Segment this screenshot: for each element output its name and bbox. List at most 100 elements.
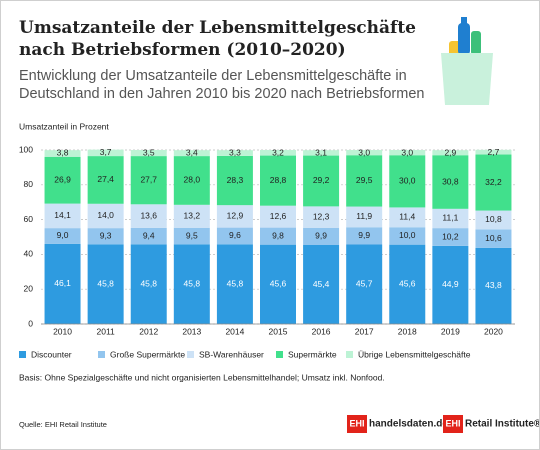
bar-segment: [432, 208, 469, 229]
bar-segment: [44, 243, 81, 324]
x-tick-label: 2010: [53, 326, 72, 336]
bar-segment: [303, 150, 340, 156]
bar-segment: [216, 205, 253, 228]
legend-marker: [98, 351, 105, 358]
value-label: 10,6: [485, 233, 502, 243]
source: Quelle: EHI Retail Institute: [19, 420, 107, 429]
bar-segment: [87, 149, 124, 157]
bar-segment: [346, 206, 383, 228]
y-tick-label: 60: [24, 214, 34, 224]
logo-text: Retail Institute®: [465, 419, 539, 430]
logo-badge-bg: [443, 415, 463, 433]
bar-segment: [475, 247, 512, 324]
bag-icon: [441, 17, 493, 105]
bar-segment: [389, 150, 426, 156]
value-label: 11,9: [356, 211, 372, 221]
value-label: 45,6: [270, 279, 287, 289]
value-label: 44,9: [442, 279, 459, 289]
bar-segment: [389, 244, 426, 324]
legend-marker: [187, 351, 194, 358]
value-label: 30,8: [442, 176, 459, 186]
bar-segment: [432, 150, 469, 156]
bar-segment: [44, 203, 81, 229]
value-label: 30,0: [399, 176, 416, 186]
x-tick-label: 2017: [355, 326, 374, 336]
value-label: 14,0: [97, 210, 114, 220]
value-label: 27,7: [140, 174, 157, 184]
bar-segment: [346, 227, 383, 245]
bar-segment: [173, 244, 210, 324]
bar-segment: [216, 155, 253, 206]
bar-segment: [44, 150, 81, 157]
bar-segment: [475, 154, 512, 211]
value-label: 2,7: [488, 147, 500, 157]
value-label: 45,6: [399, 279, 416, 289]
legend-label: Übrige Lebensmittelgeschäfte: [358, 349, 471, 359]
bar-segment: [173, 227, 210, 245]
value-label: 3,8: [57, 147, 69, 157]
value-label: 3,5: [143, 147, 155, 157]
value-label: 9,5: [186, 230, 198, 240]
value-label: 3,1: [315, 147, 327, 157]
bar-segment: [87, 156, 124, 204]
bar-segment: [173, 156, 210, 205]
value-label: 45,7: [356, 278, 373, 288]
bar-segment: [389, 155, 426, 208]
value-label: 9,4: [143, 230, 155, 240]
bar-segment: [130, 244, 167, 324]
logo-text: handelsdaten.de: [369, 419, 448, 430]
bar-segment: [260, 227, 296, 245]
value-label: 13,2: [184, 211, 201, 221]
bar-segment: [87, 244, 124, 324]
x-tick-label: 2019: [441, 326, 460, 336]
x-tick-label: 2013: [182, 326, 201, 336]
bar-segment: [130, 156, 167, 205]
value-label: 28,8: [270, 175, 287, 185]
bar-segment: [260, 244, 296, 324]
value-label: 10,2: [442, 231, 459, 241]
bar-segment: [87, 203, 124, 229]
x-tick-label: 2015: [269, 326, 288, 336]
value-label: 32,2: [485, 177, 502, 187]
x-tick-label: 2018: [398, 326, 417, 336]
y-axis-label: Umsatzanteil in Prozent: [19, 121, 109, 131]
y-tick-label: 20: [24, 283, 34, 293]
legend-marker: [19, 351, 26, 358]
value-label: 12,6: [270, 211, 287, 221]
value-label: 10,8: [485, 214, 502, 224]
bar-segment: [346, 150, 383, 156]
bar-segment: [389, 207, 426, 228]
x-tick-label: 2020: [484, 326, 503, 336]
bar-segment: [87, 228, 124, 245]
value-label: 3,2: [272, 147, 284, 157]
bar-segment: [44, 156, 81, 204]
bar-segment: [130, 204, 167, 228]
y-tick-label: 0: [28, 318, 33, 328]
bar-segment: [260, 155, 296, 206]
bar-segment: [130, 150, 167, 157]
bar-segment: [216, 227, 253, 245]
value-label: 3,3: [229, 147, 241, 157]
bar-segment: [260, 150, 296, 156]
legend-marker: [276, 351, 283, 358]
bar-segment: [475, 210, 512, 230]
bar-segment: [432, 228, 469, 246]
value-label: 9,9: [315, 231, 327, 241]
x-tick-label: 2011: [96, 326, 115, 336]
value-label: 45,4: [313, 279, 330, 289]
value-label: 2,9: [444, 147, 456, 157]
bar-segment: [216, 150, 253, 156]
bar-segment: [432, 245, 469, 324]
y-tick-label: 80: [24, 179, 34, 189]
value-label: 13,6: [140, 210, 157, 220]
value-label: 45,8: [140, 278, 157, 288]
value-label: 9,8: [272, 230, 284, 240]
bar-segment: [130, 227, 167, 245]
value-label: 43,8: [485, 280, 502, 290]
bar-segment: [432, 155, 469, 209]
bar-segment: [389, 227, 426, 245]
value-label: 29,5: [356, 175, 373, 185]
legend-label: Discounter: [31, 349, 72, 359]
